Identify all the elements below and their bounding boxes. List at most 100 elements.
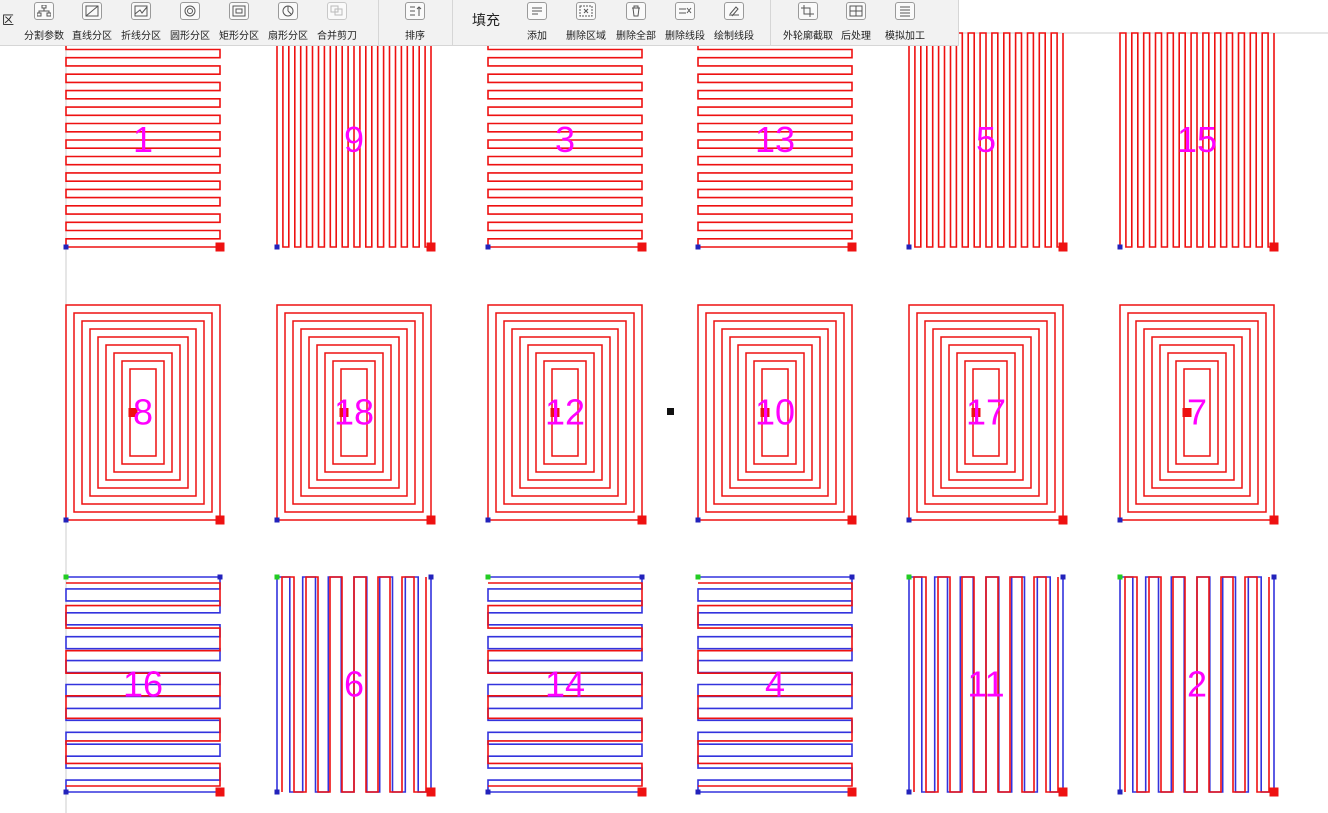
toolpath-spiral-ring (97, 336, 189, 489)
region-13[interactable]: 13 (695, 32, 857, 252)
toolpath-hlines (487, 582, 643, 787)
toolpath-spiral-ring (1127, 312, 1267, 513)
toolpath-hlines (65, 576, 221, 793)
fan-partition-icon (278, 2, 298, 20)
fill-group-label: 填充 (472, 12, 500, 28)
toolpath-spiral-ring (300, 328, 408, 497)
corner-marker (639, 574, 645, 580)
merge-cutter-button[interactable]: 合并剪刀 (314, 0, 360, 45)
toolpath-spiral-ring (1151, 336, 1243, 489)
toolpath-spiral-ring (535, 352, 595, 473)
corner-marker (428, 574, 434, 580)
region-8[interactable]: 8 (63, 304, 225, 525)
start-marker (847, 787, 857, 797)
simulate-button[interactable]: 模拟加工 (880, 0, 930, 45)
start-marker (1058, 242, 1068, 252)
region-5[interactable]: 5 (906, 32, 1068, 252)
region-3[interactable]: 3 (485, 32, 647, 252)
region-7[interactable]: 7 (1117, 304, 1279, 525)
region-2[interactable]: 2 (1117, 574, 1279, 797)
toolpath-vlines (908, 32, 1064, 248)
crop-icon (798, 2, 818, 20)
corner-marker (906, 574, 912, 580)
end-marker (485, 789, 491, 795)
toolpath-spiral-ring (916, 312, 1056, 513)
region-label: 14 (545, 664, 585, 705)
outline-crop-button[interactable]: 外轮廓截取 (780, 0, 836, 45)
toolpath-spiral-ring (324, 352, 384, 473)
region-1[interactable]: 1 (63, 32, 225, 252)
toolpath-spiral-ring (503, 320, 627, 505)
add-button[interactable]: 添加 (516, 0, 558, 45)
delete-segment-icon (675, 2, 695, 20)
center-marker (1182, 408, 1192, 417)
region-18[interactable]: 18 (274, 304, 436, 525)
toolpath-vlines (913, 576, 1059, 793)
toolpath-spiral-ring (121, 360, 165, 465)
start-marker (637, 515, 647, 525)
corner-marker (274, 574, 280, 580)
region-label: 16 (123, 664, 163, 705)
toolpath-hlines (697, 32, 853, 248)
region-14[interactable]: 14 (485, 574, 647, 797)
region-17[interactable]: 17 (906, 304, 1068, 525)
fan-partition-button[interactable]: 扇形分区 (265, 0, 311, 45)
region-10[interactable]: 10 (695, 304, 857, 525)
add-icon (527, 2, 547, 20)
end-marker (1117, 789, 1123, 795)
region-label: 15 (1177, 119, 1217, 160)
region-label: 11 (967, 664, 1004, 705)
region-12[interactable]: 12 (485, 304, 647, 525)
region-11[interactable]: 11 (906, 574, 1068, 797)
end-marker (1117, 517, 1123, 523)
corner-marker (695, 574, 701, 580)
toolpath-spiral-ring (527, 344, 603, 481)
toolpath-spiral-ring (105, 344, 181, 481)
rect-partition-button[interactable]: 矩形分区 (216, 0, 262, 45)
toolpath-spiral-ring (276, 304, 432, 521)
toolpath-hlines (697, 576, 853, 793)
polyline-partition-button[interactable]: 折线分区 (118, 0, 164, 45)
region-9[interactable]: 9 (274, 32, 436, 252)
sort-icon (405, 2, 425, 20)
toolpath-spiral-ring (753, 360, 797, 465)
simulate-icon (895, 2, 915, 20)
post-process-icon (846, 2, 866, 20)
toolpath-spiral-ring (316, 344, 392, 481)
start-marker (426, 515, 436, 525)
corner-marker (217, 574, 223, 580)
center-marker (339, 408, 349, 417)
region-6[interactable]: 6 (274, 574, 436, 797)
toolpath-overlay (281, 576, 427, 793)
start-marker (215, 787, 225, 797)
toolpath-spiral-ring (292, 320, 416, 505)
trash-icon (626, 2, 646, 20)
toolpath-spiral-ring (1159, 344, 1235, 481)
toolpath-spiral-ring (308, 336, 400, 489)
region-label: 4 (765, 664, 785, 705)
region-15[interactable]: 15 (1117, 32, 1279, 252)
sort-button[interactable]: 排序 (394, 0, 436, 45)
toolpath-spiral-ring (1175, 360, 1219, 465)
toolpath-spiral-ring (1167, 352, 1227, 473)
circle-partition-button[interactable]: 圆形分区 (167, 0, 213, 45)
region-4[interactable]: 4 (695, 574, 857, 797)
region-label: 17 (966, 392, 1006, 433)
end-marker (274, 244, 280, 250)
delete-segment-button[interactable]: 删除线段 (661, 0, 709, 45)
draw-segment-button[interactable]: 绘制线段 (710, 0, 758, 45)
center-marker (128, 408, 138, 417)
region-16[interactable]: 16 (63, 574, 225, 797)
origin-marker (667, 408, 674, 415)
post-process-button[interactable]: 后处理 (838, 0, 874, 45)
line-partition-button[interactable]: 直线分区 (69, 0, 115, 45)
toolpath-spiral-ring (543, 360, 587, 465)
split-params-button[interactable]: 分割参数 (20, 0, 68, 45)
start-marker (215, 515, 225, 525)
delete-region-button[interactable]: 删除区域 (562, 0, 610, 45)
start-marker (1058, 787, 1068, 797)
toolpath-spiral-ring (487, 304, 643, 521)
center-marker (971, 408, 981, 417)
delete-all-button[interactable]: 删除全部 (612, 0, 660, 45)
